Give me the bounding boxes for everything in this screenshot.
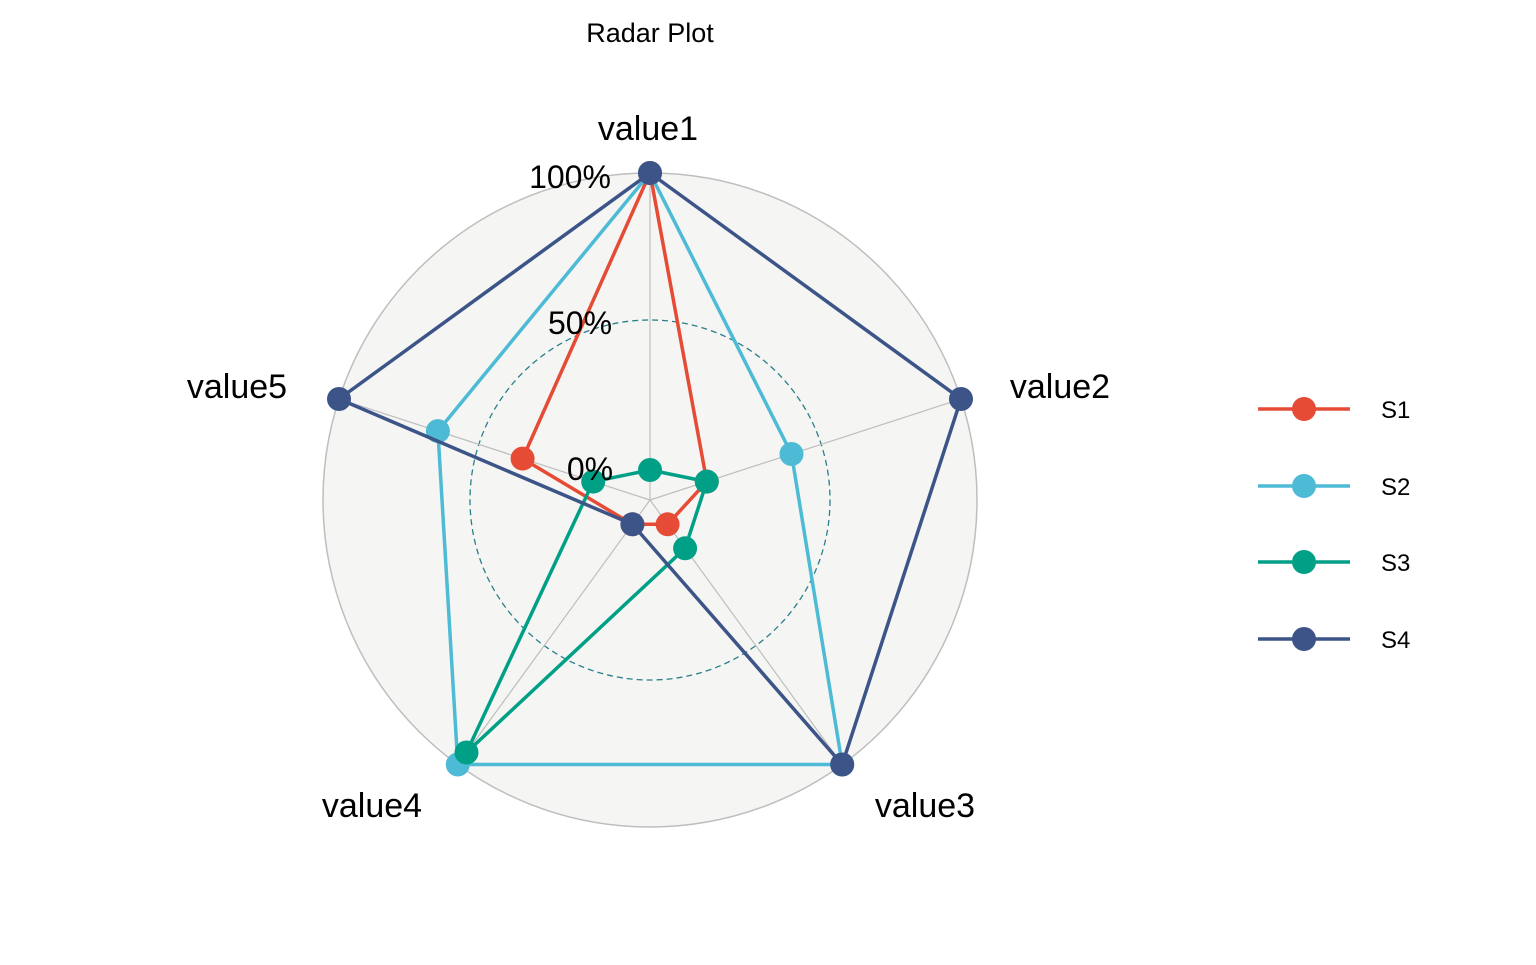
axis-label-value4: value4 <box>322 787 422 825</box>
point-s4-value1 <box>638 161 662 185</box>
legend-item-s4: S4 <box>1258 627 1410 654</box>
grid-label-50: 50% <box>548 305 612 341</box>
series-line-s1 <box>520 171 709 527</box>
radar-series <box>327 161 973 777</box>
series-line-s2 <box>436 171 844 767</box>
legend-label-s4: S4 <box>1381 627 1410 654</box>
legend-marker-s1 <box>1292 397 1316 421</box>
legend-item-s2: S2 <box>1258 474 1410 501</box>
point-s3-value1 <box>638 458 662 482</box>
axis-label-value5: value5 <box>187 368 287 406</box>
legend-marker-s4 <box>1292 627 1316 651</box>
legend-label-s2: S2 <box>1381 474 1410 501</box>
point-s1-value3 <box>655 512 680 537</box>
axis-label-value2: value2 <box>1010 368 1110 406</box>
legend-item-s1: S1 <box>1258 397 1410 424</box>
point-s3-value2 <box>694 469 719 494</box>
series-s4 <box>327 161 973 777</box>
grid-label-0: 0% <box>567 451 613 487</box>
legend: S1 S2 S3 S4 <box>1258 397 1410 654</box>
legend-item-s3: S3 <box>1258 550 1410 577</box>
midline-50-percent <box>469 319 831 681</box>
chart-title: Radar Plot <box>586 18 714 48</box>
series-s3 <box>454 458 719 765</box>
point-s2-value2 <box>779 442 804 466</box>
series-line-s4 <box>337 171 963 767</box>
point-s3-value4 <box>454 740 479 765</box>
legend-label-s1: S1 <box>1381 397 1410 424</box>
point-s4-value5 <box>327 387 351 411</box>
axis-label-value3: value3 <box>875 787 975 825</box>
point-s3-value3 <box>673 536 698 561</box>
grid-label-100: 100% <box>529 159 611 195</box>
legend-label-s3: S3 <box>1381 550 1410 577</box>
axis-label-value1: value1 <box>598 110 698 148</box>
point-s4-value4 <box>620 512 645 537</box>
radar-labels: 100% 50% 0% value1 value2 value3 value4 … <box>187 110 1110 825</box>
point-s1-value5 <box>510 446 535 471</box>
axis-spoke-value4 <box>457 499 651 765</box>
point-s3-value5 <box>581 469 606 494</box>
point-s4-value3 <box>830 752 855 777</box>
point-s4-value2 <box>949 387 973 411</box>
legend-marker-s2 <box>1292 474 1316 498</box>
legend-marker-s3 <box>1292 550 1316 574</box>
